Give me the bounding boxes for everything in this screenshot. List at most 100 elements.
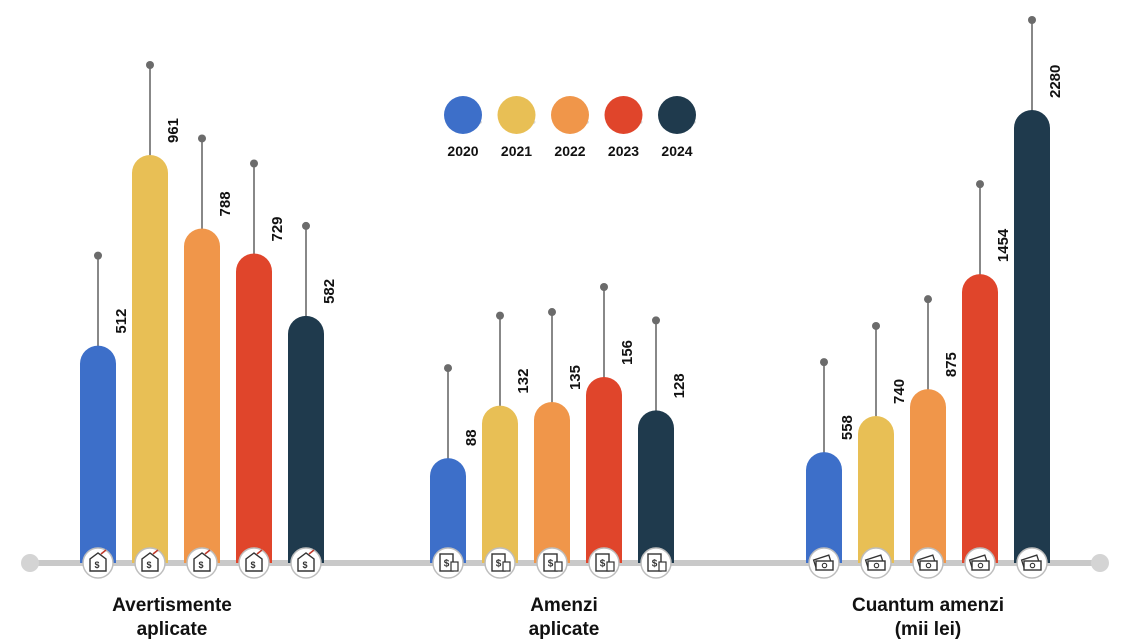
fine-receipt-icon: $ (491, 553, 511, 572)
svg-text:$: $ (94, 560, 99, 570)
group-label-2-line-2: aplicate (529, 619, 600, 640)
warning-document-icon: $ (297, 549, 315, 572)
value-label: 2280 (1047, 65, 1064, 98)
banknotes-icon (864, 554, 886, 571)
bar (184, 228, 220, 563)
svg-text:$: $ (652, 559, 658, 570)
legend-label: 2020 (447, 143, 478, 159)
warning-document-icon: $ (245, 549, 263, 572)
bar-2023-group-3: 1454 (962, 180, 1012, 579)
group-labels: Avertismente aplicate Amenzi aplicate Cuantu… (112, 595, 1004, 640)
bar (638, 410, 674, 563)
svg-text:$: $ (198, 560, 203, 570)
bar (534, 402, 570, 563)
legend-label: 2022 (554, 143, 585, 159)
value-label: 1454 (995, 228, 1012, 262)
fine-receipt-icon: $ (647, 553, 667, 572)
bar (962, 274, 998, 563)
value-label: 961 (165, 118, 182, 143)
value-label: 128 (671, 373, 688, 398)
leader-dot (600, 283, 608, 291)
group-label-2-line-1: Amenzi (530, 595, 598, 616)
bar (858, 415, 894, 563)
legend-item-2023: 2023 (604, 96, 643, 159)
warning-document-icon: $ (193, 549, 211, 572)
bar (1014, 110, 1050, 563)
bars: 512 $961 $788 $729 $582 $88 $132 $135 $156 $128 $5… (80, 16, 1064, 579)
legend-item-2021: 2021 (497, 96, 536, 159)
leader-dot (1028, 16, 1036, 24)
bar (910, 389, 946, 563)
leader-dot (146, 61, 154, 69)
bar (236, 253, 272, 563)
bar-2024-group-3: 2280 (1014, 16, 1064, 579)
bar (482, 405, 518, 563)
leader-dot (872, 321, 880, 330)
leader-dot (976, 180, 984, 189)
bar-2022-group-1: 788 $ (184, 134, 234, 579)
legend: 2020 2021 2022 2023 2024 (444, 96, 696, 159)
bar-2020-group-1: 512 $ (80, 251, 130, 579)
bar (80, 345, 116, 563)
value-label: 88 (463, 429, 480, 446)
value-label: 135 (567, 365, 584, 390)
bar-2022-group-3: 875 (910, 295, 960, 579)
svg-text:$: $ (548, 559, 554, 570)
banknotes-icon (1020, 554, 1042, 571)
leader-dot (198, 134, 206, 143)
warning-document-icon: $ (141, 549, 159, 572)
value-label: 558 (839, 415, 856, 440)
legend-label: 2023 (608, 143, 639, 159)
bar-2021-group-3: 740 (858, 321, 908, 579)
legend-swatch (497, 96, 536, 134)
bar-2021-group-1: 961 $ (132, 61, 182, 579)
leader-dot (94, 251, 102, 260)
leader-dot (302, 221, 310, 230)
svg-text:$: $ (496, 559, 502, 570)
leader-dot (924, 295, 932, 304)
warning-document-icon: $ (89, 549, 107, 572)
bar-2023-group-2: 156 $ (586, 283, 636, 579)
leader-dot (820, 358, 828, 367)
leader-dot (652, 316, 660, 325)
legend-swatch (444, 96, 482, 134)
group-label-1-line-1: Avertismente (112, 595, 232, 616)
bar (132, 155, 168, 563)
bar (806, 452, 842, 563)
group-label-1-line-2: aplicate (137, 619, 208, 640)
value-label: 729 (269, 216, 286, 241)
group-label-3-line-1: Cuantum amenzi (852, 595, 1004, 616)
banknotes-icon (812, 554, 834, 571)
legend-label: 2021 (501, 143, 532, 159)
value-label: 740 (891, 379, 908, 404)
value-label: 156 (619, 340, 636, 365)
fine-receipt-icon: $ (439, 553, 459, 572)
bar-2020-group-3: 558 (806, 358, 856, 579)
legend-item-2022: 2022 (551, 96, 589, 159)
bar (586, 377, 622, 563)
fine-receipt-icon: $ (543, 553, 563, 572)
value-label: 875 (943, 352, 960, 377)
fine-receipt-icon: $ (595, 553, 615, 572)
value-label: 512 (113, 309, 130, 334)
value-label: 132 (515, 369, 532, 394)
leader-dot (496, 311, 504, 320)
legend-swatch (604, 96, 643, 134)
baseline-right-cap (1091, 554, 1109, 572)
banknotes-icon (968, 554, 990, 571)
value-label: 582 (321, 279, 338, 304)
bar-2021-group-2: 132 $ (482, 311, 532, 579)
legend-swatch (658, 96, 696, 134)
svg-text:$: $ (146, 560, 151, 570)
bar-2023-group-1: 729 $ (236, 159, 286, 579)
bar-2022-group-2: 135 $ (534, 308, 584, 579)
banknotes-icon (916, 554, 938, 571)
svg-text:$: $ (444, 559, 450, 570)
legend-label: 2024 (661, 143, 692, 159)
leader-dot (250, 159, 258, 168)
svg-text:$: $ (250, 560, 255, 570)
legend-swatch (551, 96, 589, 134)
bar (288, 315, 324, 563)
value-label: 788 (217, 191, 234, 216)
